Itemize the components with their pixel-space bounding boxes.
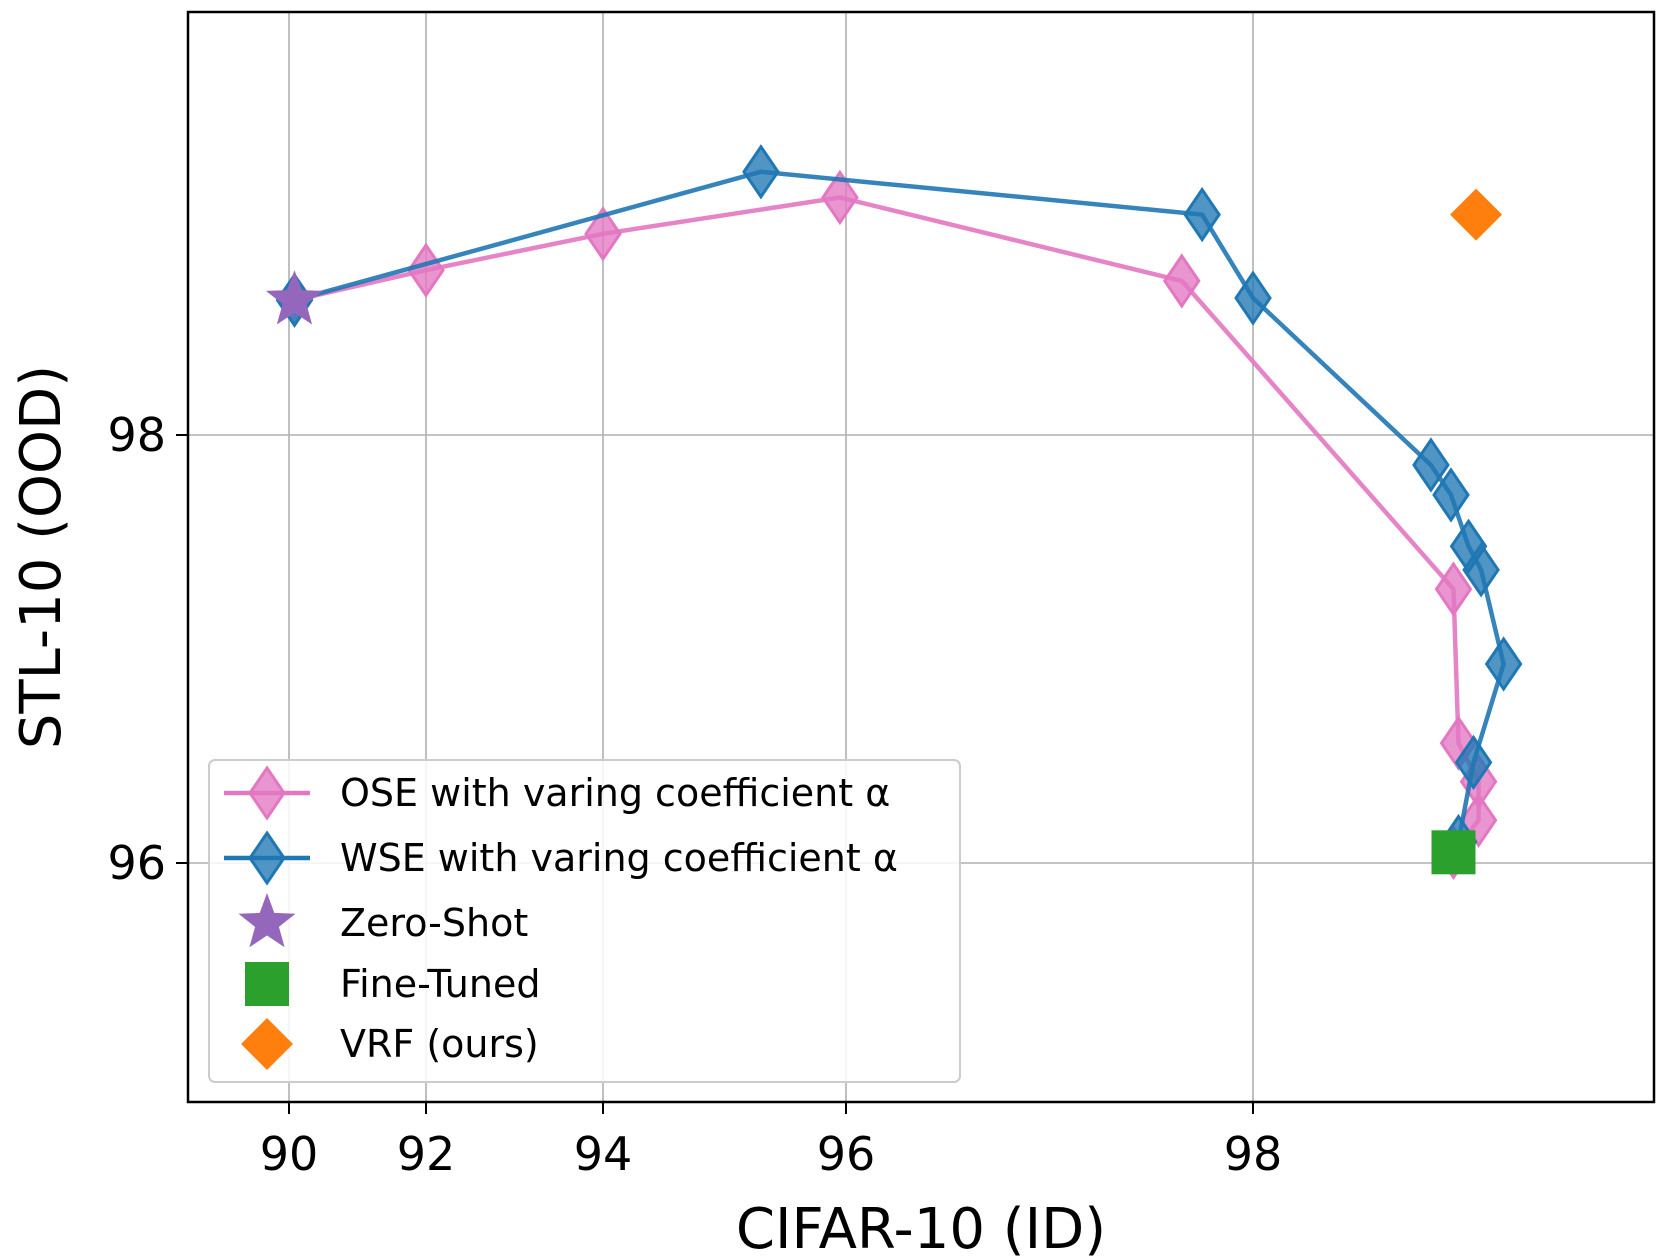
legend-entry: VRF (ours): [241, 1018, 539, 1070]
legend-marker: [245, 962, 289, 1006]
x-tick-label: 92: [397, 1127, 456, 1181]
data-point: [742, 144, 780, 200]
data-point: [1162, 253, 1201, 309]
data-point: [1183, 186, 1221, 243]
data-point: [584, 206, 622, 262]
x-axis-label: CIFAR-10 (ID): [736, 1197, 1106, 1259]
legend-label: VRF (ours): [340, 1022, 539, 1066]
legend-entry: OSE with varing coefficient α: [224, 765, 890, 821]
vrf-ours-marker: [1450, 188, 1503, 241]
legend-label: WSE with varing coefficient α: [340, 836, 898, 880]
data-point: [821, 169, 859, 226]
x-tick-label: 96: [817, 1127, 876, 1181]
x-tick-label: 90: [260, 1127, 319, 1181]
data-point: [1234, 270, 1272, 326]
legend-label: OSE with varing coefficient α: [340, 771, 890, 815]
data-point: [1432, 467, 1470, 523]
legend-marker: [248, 765, 286, 821]
single-markers-layer: [265, 188, 1503, 875]
legend-label: Fine-Tuned: [340, 962, 540, 1006]
series-line: [293, 195, 1481, 854]
legend: OSE with varing coefficient α WSE with va…: [208, 759, 961, 1083]
plot-frame: [186, 10, 1656, 1104]
legend-entry: Fine-Tuned: [245, 962, 540, 1006]
data-point: [1462, 542, 1500, 598]
axis-ticks: 90 92 94 96 98 96 98: [107, 408, 1282, 1181]
fine-tuned-marker: [1431, 830, 1476, 875]
legend-marker: [238, 893, 296, 948]
legend-entry: WSE with varing coefficient α: [224, 830, 898, 886]
legend-box: [208, 759, 961, 1083]
legend-label: Zero-Shot: [340, 901, 528, 945]
series-wse: [275, 144, 1523, 870]
y-tick-label: 98: [107, 408, 166, 462]
legend-entry: Zero-Shot: [238, 893, 528, 948]
x-tick-label: 98: [1224, 1127, 1283, 1181]
data-point: [1434, 561, 1473, 617]
legend-marker: [248, 830, 286, 886]
data-point: [1412, 437, 1450, 493]
series-line: [293, 169, 1506, 843]
x-tick-label: 94: [574, 1127, 633, 1181]
data-point: [1484, 636, 1523, 692]
y-axis-label: STL-10 (OOD): [9, 365, 74, 749]
zero-shot-marker: [265, 270, 323, 325]
data-point: [1454, 734, 1493, 791]
series-layer: [275, 144, 1523, 880]
legend-marker: [241, 1018, 293, 1070]
y-tick-label: 96: [107, 836, 166, 890]
data-point: [407, 242, 445, 298]
